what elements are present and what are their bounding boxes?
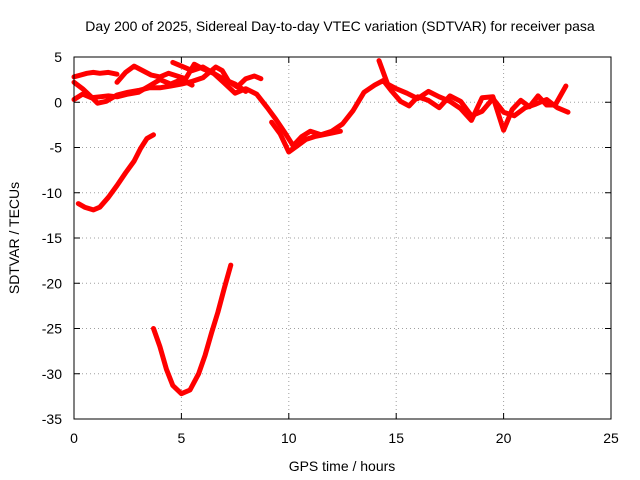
axis-ticks: 0 5 10 15 20 25 5 0 -5 -10 -15 -20 -25 -30 -35 xyxy=(42,49,619,446)
series-arc-9 xyxy=(151,262,234,397)
x-tick-label: 0 xyxy=(70,430,78,446)
y-tick-label: 0 xyxy=(54,94,62,110)
y-tick-label: -25 xyxy=(42,321,62,337)
data-series xyxy=(71,58,571,397)
series-arc-7 xyxy=(376,58,569,133)
x-tick-label: 25 xyxy=(603,430,619,446)
x-tick-label: 10 xyxy=(281,430,297,446)
series-arc-1 xyxy=(71,69,120,80)
y-tick-label: -30 xyxy=(42,366,62,382)
y-tick-label: 5 xyxy=(54,49,62,65)
series-arc-3 xyxy=(71,77,195,102)
y-axis-label: SDTVAR / TECUs xyxy=(6,182,22,294)
grid xyxy=(74,57,611,419)
x-tick-label: 15 xyxy=(388,430,404,446)
series-arc-4 xyxy=(114,61,571,149)
chart-title: Day 200 of 2025, Sidereal Day-to-day VTE… xyxy=(85,18,595,34)
y-tick-label: -15 xyxy=(42,230,62,246)
x-tick-label: 20 xyxy=(496,430,512,446)
series-arc-8 xyxy=(75,132,156,213)
y-tick-label: -5 xyxy=(50,140,63,156)
x-axis-label: GPS time / hours xyxy=(289,458,396,474)
series-arc-6 xyxy=(269,119,343,155)
x-tick-label: 5 xyxy=(178,430,186,446)
y-tick-label: -20 xyxy=(42,275,62,291)
series-arc-5 xyxy=(170,59,249,94)
y-tick-label: -35 xyxy=(42,411,62,427)
y-tick-label: -10 xyxy=(42,185,62,201)
